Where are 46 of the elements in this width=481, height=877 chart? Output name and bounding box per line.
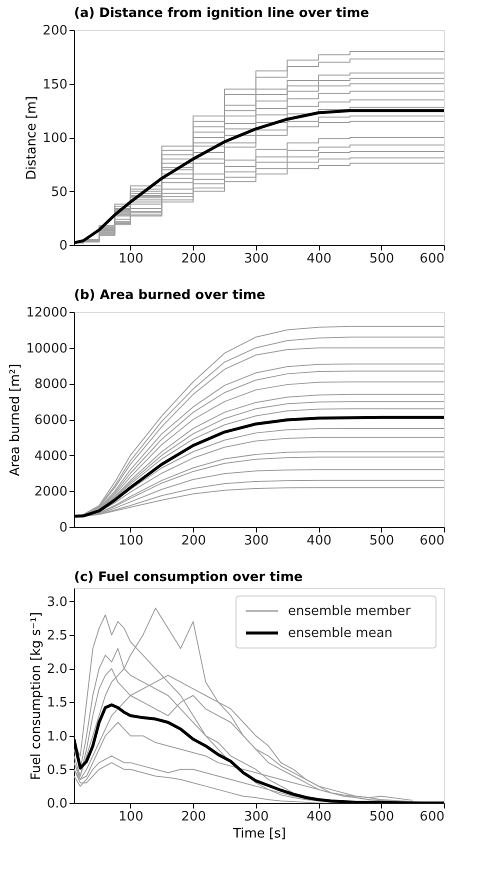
y-tick-label: 0 xyxy=(59,520,68,536)
y-tick-label: 8000 xyxy=(34,377,68,392)
x-tick-label: 100 xyxy=(118,810,144,824)
x-tick-label: 500 xyxy=(369,534,394,548)
y-tick-label: 1.0 xyxy=(46,729,68,744)
chart-title: (a) Distance from ignition line over time xyxy=(74,6,370,21)
x-tick-label: 500 xyxy=(369,810,394,824)
x-tick-label: 200 xyxy=(181,534,206,548)
y-tick-label: 12000 xyxy=(26,306,68,320)
x-tick-label: 100 xyxy=(118,534,144,548)
x-tick-label: 300 xyxy=(244,810,269,824)
x-tick-label: 400 xyxy=(306,252,332,266)
y-tick-label: 2000 xyxy=(34,484,68,500)
y-tick-label: 4000 xyxy=(34,448,68,464)
chart-title: (b) Area burned over time xyxy=(74,288,266,303)
x-tick-label: 600 xyxy=(420,810,444,824)
chart-title: (c) Fuel consumption over time xyxy=(74,570,303,585)
y-tick-label: 0.5 xyxy=(46,762,68,778)
y-tick-label: 1.5 xyxy=(46,696,68,711)
x-tick-label: 500 xyxy=(369,252,394,266)
y-tick-label: 150 xyxy=(42,77,68,92)
y-tick-label: 50 xyxy=(50,184,68,200)
x-tick-label: 600 xyxy=(420,534,444,548)
x-tick-label: 200 xyxy=(181,252,206,266)
y-tick-label: 2.0 xyxy=(46,662,68,678)
x-axis-title: Time [s] xyxy=(232,826,286,842)
y-axis-title: Distance [m] xyxy=(24,96,40,180)
x-tick-label: 400 xyxy=(306,810,332,824)
x-tick-label: 300 xyxy=(244,252,269,266)
x-tick-label: 100 xyxy=(118,252,144,266)
y-tick-label: 0.0 xyxy=(46,796,68,812)
y-axis-title: Area burned [m²] xyxy=(8,364,24,476)
x-tick-label: 600 xyxy=(420,252,444,266)
y-tick-label: 100 xyxy=(42,131,68,146)
y-tick-label: 6000 xyxy=(34,413,68,428)
y-tick-label: 0 xyxy=(59,238,68,254)
x-tick-label: 300 xyxy=(244,534,269,548)
y-tick-label: 2.5 xyxy=(46,628,68,644)
x-tick-label: 200 xyxy=(181,810,206,824)
legend-label: ensemble member xyxy=(288,604,412,619)
y-tick-label: 3.0 xyxy=(46,594,68,610)
x-tick-label: 400 xyxy=(306,534,332,548)
y-tick-label: 10000 xyxy=(26,341,68,356)
legend-label: ensemble mean xyxy=(288,626,393,641)
y-tick-label: 200 xyxy=(42,24,68,38)
y-axis-title: Fuel consumption [kg s⁻¹] xyxy=(28,612,44,780)
